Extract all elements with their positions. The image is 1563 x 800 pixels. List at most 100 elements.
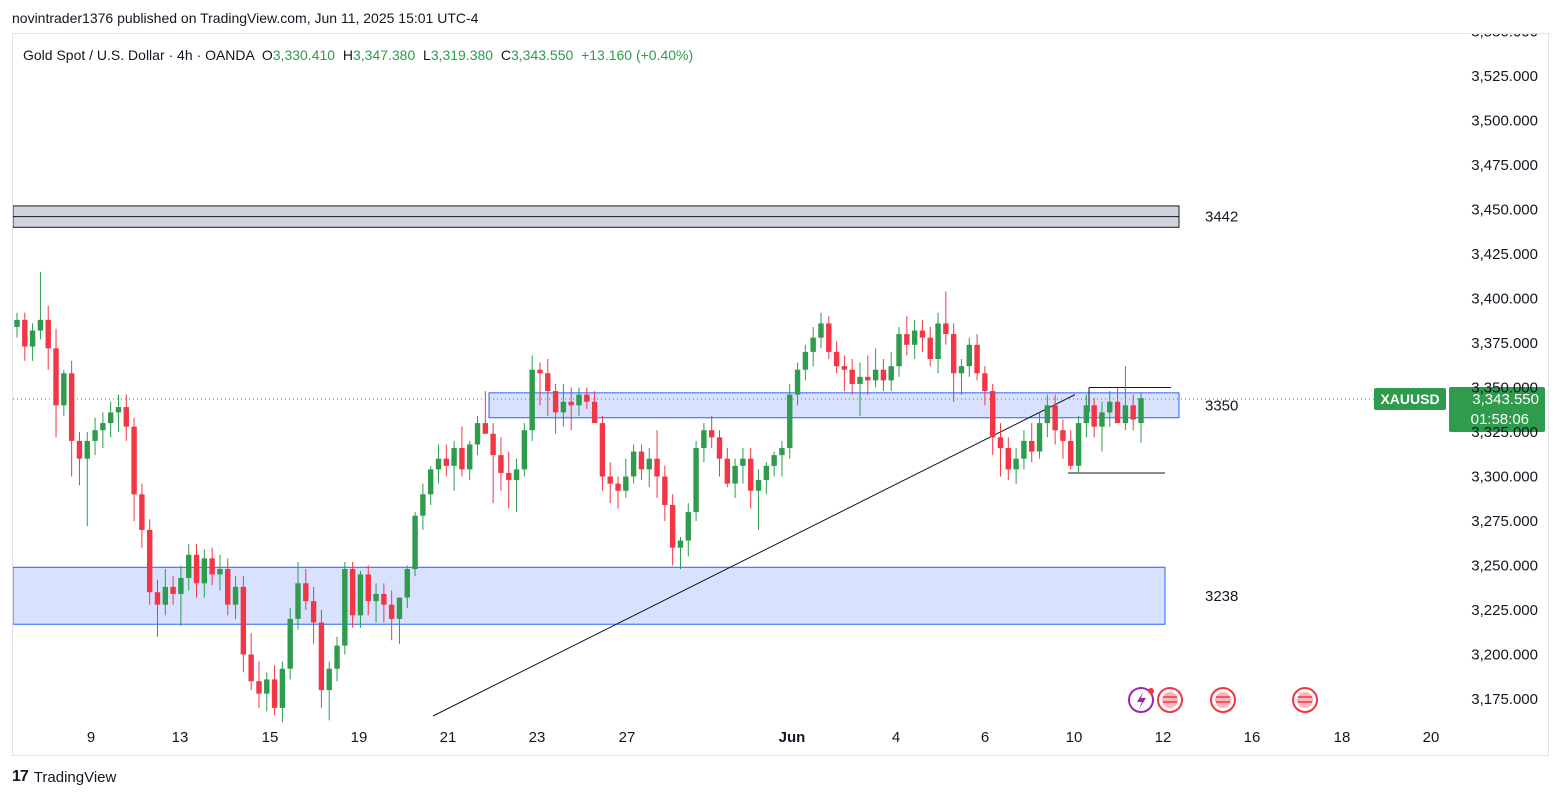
candle [646, 448, 652, 488]
candle [427, 465, 434, 505]
candle [755, 469, 762, 530]
candle [974, 334, 980, 381]
x-axis: 9 13 15 19 21 23 27 Jun 4 6 10 12 16 18 20 [87, 729, 1440, 746]
candle [545, 359, 551, 416]
candle-body [217, 569, 223, 575]
candle [506, 451, 512, 509]
candle-body [279, 668, 286, 708]
candle [318, 610, 325, 708]
candle [1036, 412, 1043, 459]
candle-body [115, 407, 122, 413]
candle-body [232, 586, 239, 605]
candle-body [45, 319, 51, 349]
x-tick-label: Jun [779, 729, 806, 746]
candle-body [771, 455, 777, 466]
candle [662, 465, 668, 521]
candle [802, 344, 809, 381]
candle-body [708, 430, 715, 438]
candle-body [506, 472, 512, 481]
candle-body [1021, 440, 1027, 459]
candle-body [630, 451, 637, 477]
candle [396, 597, 403, 644]
x-tick-label: 20 [1423, 729, 1440, 746]
x-tick-label: 13 [172, 729, 189, 746]
candle-body [638, 451, 645, 470]
candle [615, 476, 621, 509]
candle [779, 440, 785, 477]
zone-label-3350: 3350 [1205, 397, 1238, 414]
candle [1021, 430, 1027, 470]
candle [1029, 423, 1035, 463]
price-badge [1449, 386, 1545, 432]
candle-body [1122, 405, 1129, 424]
legend-span: O [262, 47, 273, 63]
candle [958, 359, 965, 395]
candle-body [685, 512, 691, 541]
ascending-trendline [432, 394, 1076, 717]
legend-span: Gold Spot / U.S. Dollar · 4h · OANDA [23, 47, 262, 63]
candle [295, 561, 301, 630]
candle-body [1052, 405, 1058, 431]
candle-body [568, 401, 574, 406]
us-event-icon-flag [1162, 692, 1178, 708]
candle-body [599, 423, 606, 477]
tradingview-logo[interactable]: 17 TradingView [12, 768, 116, 786]
last-price-text: 3,343.550 [1472, 391, 1539, 408]
candle-body [459, 448, 465, 470]
candle [1005, 437, 1012, 481]
candle-body [84, 440, 90, 459]
candle-body [178, 577, 184, 594]
candle [708, 415, 715, 449]
candle-body [545, 373, 551, 392]
candle [763, 462, 770, 495]
candle [591, 391, 598, 424]
legend-span: +13.160 (+0.40%) [581, 47, 693, 63]
candle [84, 432, 90, 527]
candle-body [68, 373, 75, 441]
candle [732, 458, 738, 498]
candle [685, 503, 691, 557]
legend-span: 3,330.410 [273, 47, 343, 63]
candle [443, 444, 450, 477]
labels-layer: 3442 3350 3238 XAUUSD 3,343.550 01:58:06 [1205, 209, 1545, 605]
candle [201, 549, 208, 598]
candle-body [1005, 448, 1012, 470]
candle [45, 305, 51, 370]
candle-body [669, 504, 676, 548]
candle [982, 366, 988, 406]
y-tick-label: 3,175.000 [1471, 691, 1538, 708]
candle-body [748, 458, 754, 491]
y-tick-label: 3,525.000 [1471, 68, 1538, 85]
candle [748, 448, 754, 509]
candle-body [763, 465, 770, 481]
candle [724, 448, 731, 488]
legend-span: C [501, 47, 511, 63]
candle [381, 583, 387, 623]
y-axis: 3,175.000 3,200.000 3,225.000 3,250.000 3,27… [1471, 34, 1538, 708]
candle [576, 387, 582, 416]
candle [740, 448, 746, 484]
x-tick-label: 23 [529, 729, 546, 746]
candle-body [677, 540, 684, 548]
candle-body [1036, 423, 1043, 452]
candle [669, 494, 676, 566]
symbol-badge [1374, 387, 1446, 410]
candle-body [498, 455, 504, 473]
candle [927, 326, 933, 367]
x-tick-label: 15 [262, 729, 279, 746]
candle [1099, 401, 1105, 452]
ohlc-legend: Gold Spot / U.S. Dollar · 4h · OANDA O3,… [23, 47, 693, 63]
candle [537, 362, 543, 406]
price-chart[interactable]: 3442 3350 3238 XAUUSD 3,343.550 01:58:06 3,17… [13, 34, 1550, 757]
us-event-icon-flag [1215, 692, 1231, 708]
candle-body [997, 437, 1004, 449]
candle-body [927, 337, 933, 360]
chart-panel[interactable]: 3442 3350 3238 XAUUSD 3,343.550 01:58:06 3,17… [12, 33, 1549, 756]
candle-body [1130, 405, 1136, 420]
candle-body [552, 391, 559, 413]
candle-body [326, 668, 332, 691]
publish-attribution: novintrader1376 published on TradingView… [12, 10, 479, 26]
candle [1130, 394, 1136, 431]
candle [1122, 366, 1129, 431]
candle-body [22, 319, 28, 347]
